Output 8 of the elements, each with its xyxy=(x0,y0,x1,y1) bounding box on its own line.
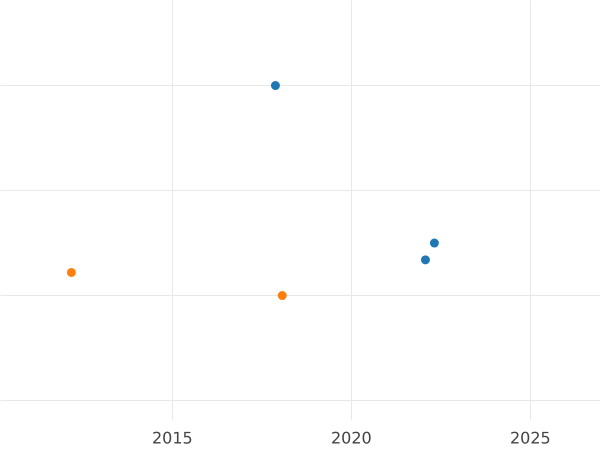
point xyxy=(270,81,280,90)
point xyxy=(420,255,430,264)
x-tick-label: 2025 xyxy=(510,428,551,448)
x-tick-label: 2015 xyxy=(152,428,193,448)
x-tick-label: 2020 xyxy=(330,428,372,448)
point xyxy=(278,291,287,300)
point xyxy=(66,268,76,277)
point xyxy=(430,238,439,248)
